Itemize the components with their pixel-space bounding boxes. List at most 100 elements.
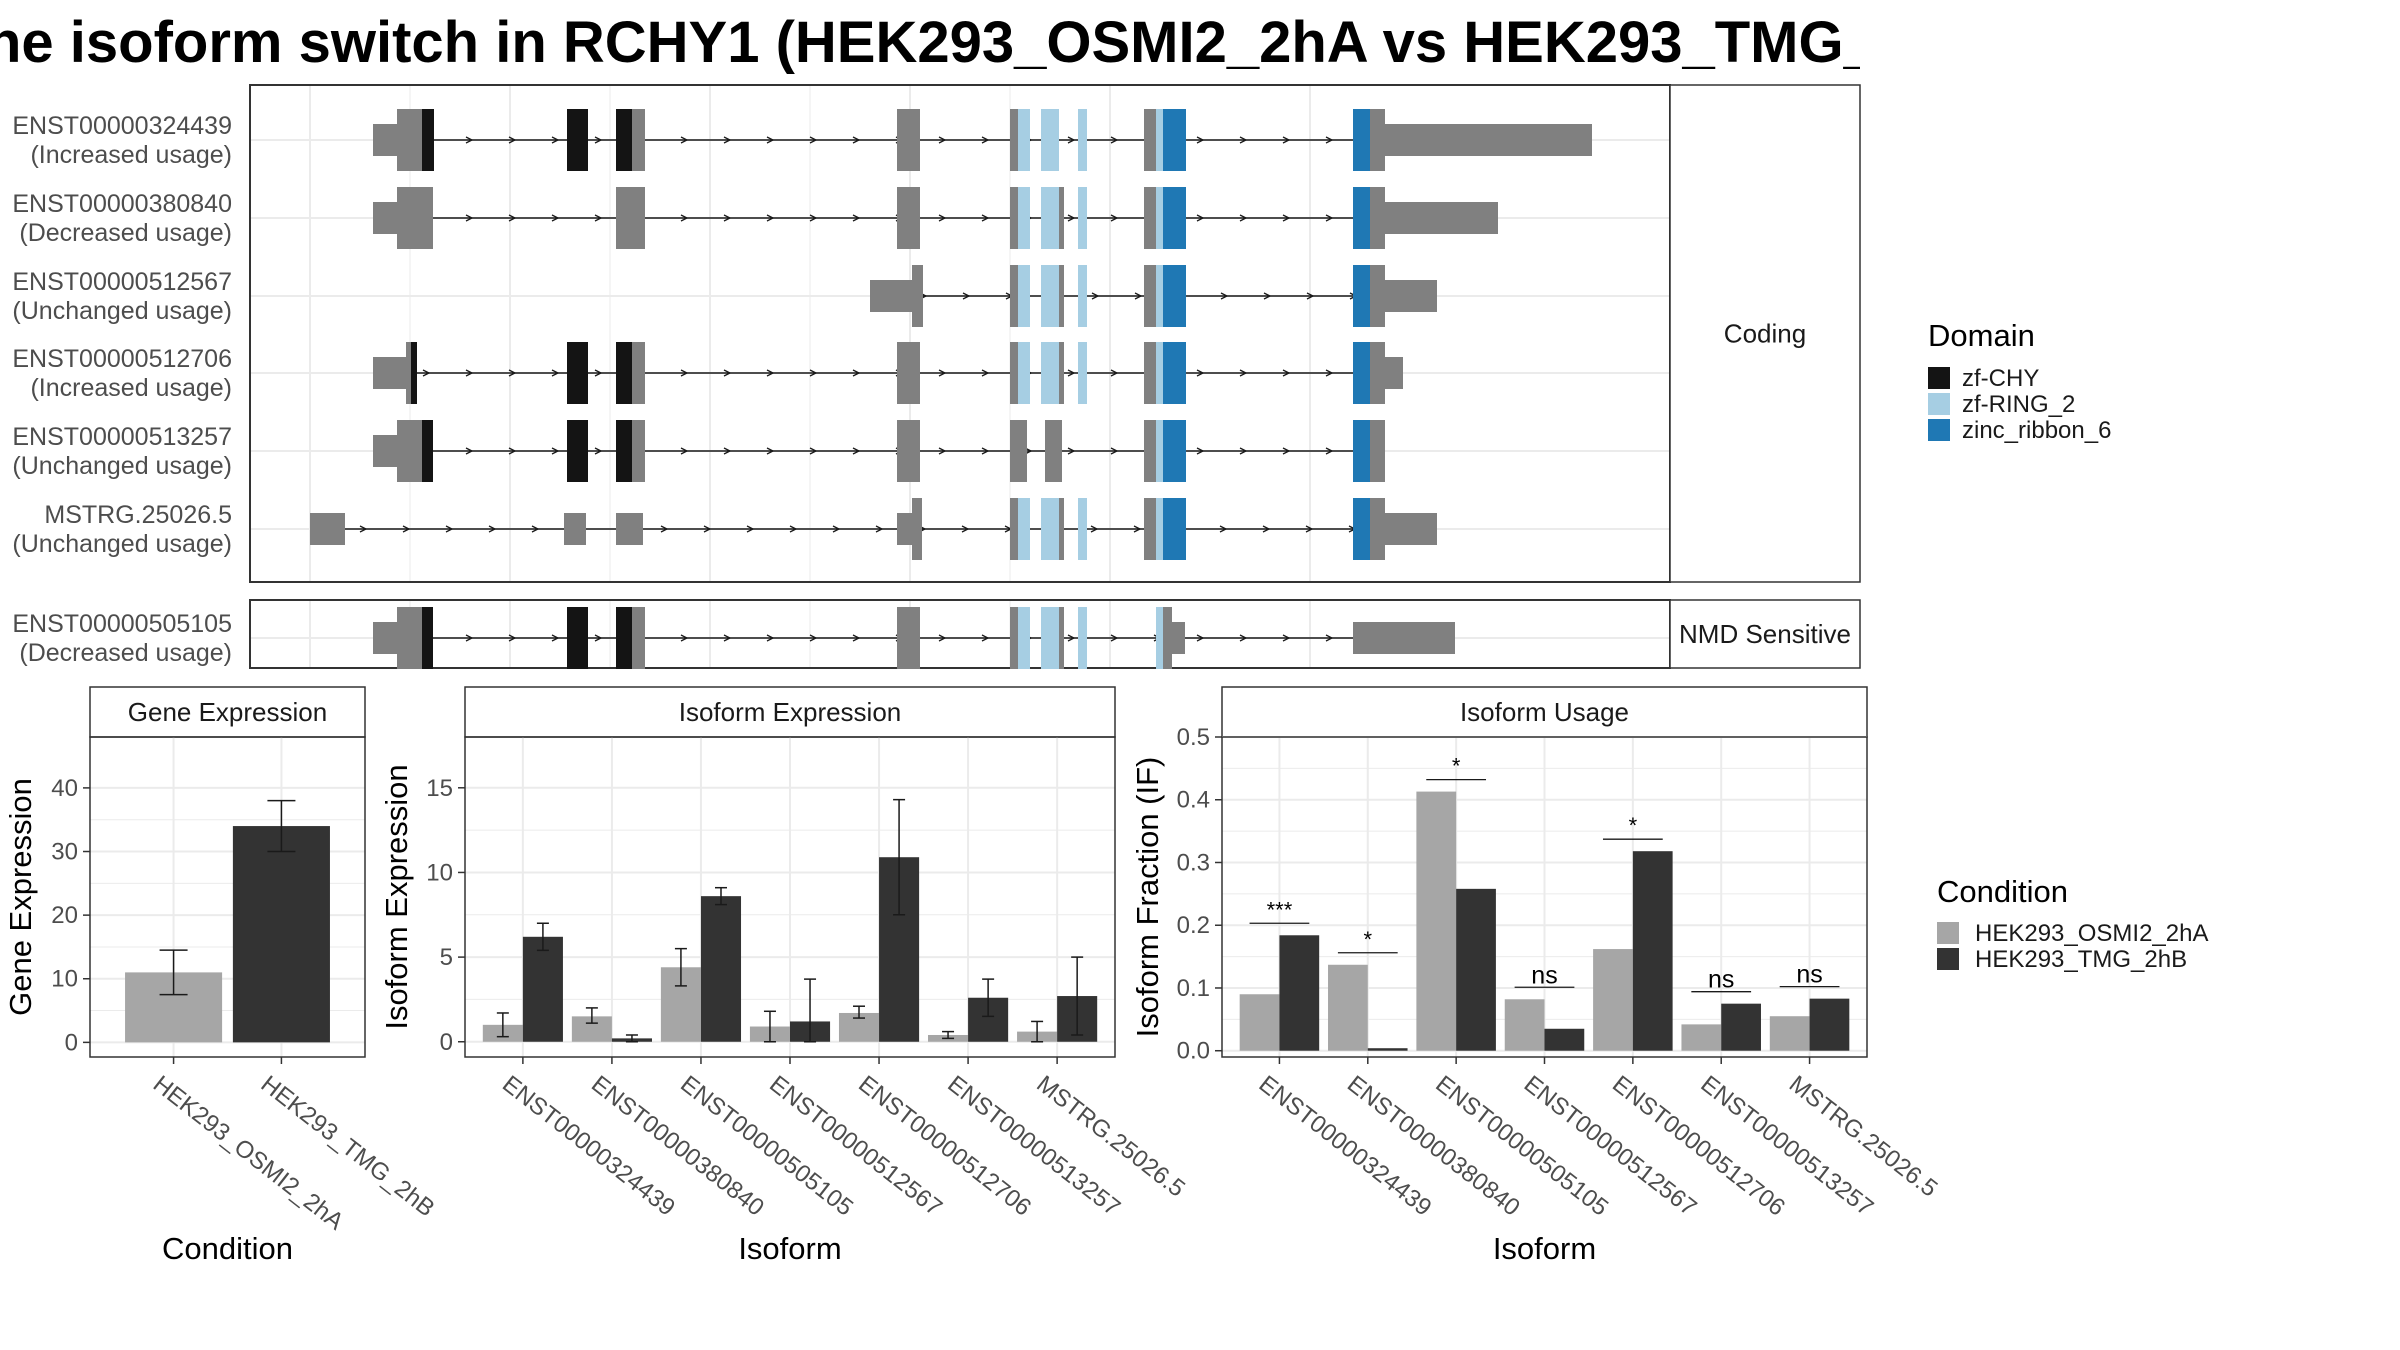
domain-segment-zf-ring2 [1156,420,1163,482]
domain-segment-zf-ring2 [1018,187,1030,249]
exon [616,513,643,545]
condition-legend-swatch [1937,922,1959,944]
direction-arrow [594,369,603,377]
domain-segment [422,420,433,482]
direction-arrow [1239,369,1248,377]
section-strip-label: NMD Sensitive [1679,619,1851,649]
direction-arrow [551,447,560,455]
direction-arrow [1282,634,1291,642]
direction-arrow [832,525,841,533]
direction-arrow [1110,634,1119,642]
panel-title: Isoform Expression [679,697,902,727]
direction-arrow [1239,634,1248,642]
transcript-model [310,498,1437,560]
exon [1010,420,1027,482]
exon [1385,357,1403,389]
y-tick-label: 0.1 [1177,975,1210,1002]
domain-segment [567,342,588,404]
direction-arrow [723,214,732,222]
bar [1632,851,1673,1051]
domain-segment-zf-ring2 [1156,607,1163,669]
exon [1385,280,1437,312]
transcript-model [373,342,1403,404]
domain-segment-zf-ring2 [1156,498,1163,560]
direction-arrow [465,634,474,642]
direction-arrow [1239,136,1248,144]
bar [1504,999,1545,1051]
x-axis-title: Condition [162,1231,293,1266]
exon [310,513,345,545]
exon [373,357,406,389]
direction-arrow [1282,214,1291,222]
transcript-usage-label: (Unchanged usage) [12,452,232,480]
exon [373,124,397,156]
transcript-model [373,187,1498,249]
condition-legend-swatch [1937,948,1959,970]
domain-segment-zf-ring2 [1156,265,1163,327]
direction-arrow [1090,525,1099,533]
direction-arrow [422,369,431,377]
bar [1769,1016,1810,1051]
exon [897,607,920,669]
panel-border [89,736,366,1058]
condition-legend-title: Condition [1937,874,2068,909]
domain-segment-zf-ring2 [1041,109,1059,171]
y-tick-label: 20 [51,902,78,929]
condition-legend-label: HEK293_OSMI2_2hA [1975,920,2208,947]
exon [564,513,586,545]
direction-arrow [465,369,474,377]
x-tick-label: HEK293_OSMI2_2hA [148,1070,349,1235]
transcript-usage-label: (Unchanged usage) [12,297,232,325]
direction-arrow [680,214,689,222]
direction-arrow [594,634,603,642]
direction-arrow [981,447,990,455]
domain-segment [567,607,588,669]
y-tick-label: 0.5 [1177,724,1210,751]
direction-arrow [1282,447,1291,455]
direction-arrow [809,214,818,222]
domain-segment [616,607,632,669]
direction-arrow [981,136,990,144]
domain-segment-zf-ring2 [1041,498,1059,560]
direction-arrow [766,136,775,144]
significance-label: *** [1267,897,1293,922]
direction-arrow [981,214,990,222]
transcript-id-label: ENST00000380840 [12,190,232,218]
direction-arrow [1110,136,1119,144]
exon [870,280,912,312]
bar [1681,1024,1722,1051]
exon [373,435,397,467]
direction-arrow [1282,136,1291,144]
domain-segment-zf-ring2 [1078,342,1087,404]
transcript-model [870,265,1437,327]
domain-segment-zf-ring2 [1078,265,1087,327]
exon [1045,420,1062,482]
direction-arrow [1067,634,1076,642]
direction-arrow [1133,525,1142,533]
y-tick-label: 10 [426,859,453,886]
direction-arrow [465,136,474,144]
domain-legend-title: Domain [1928,318,2035,353]
direction-arrow [531,525,540,533]
transcript-id-label: ENST00000505105 [12,610,232,638]
direction-arrow [551,214,560,222]
direction-arrow [809,136,818,144]
significance-label: ns [1531,961,1557,989]
direction-arrow [465,214,474,222]
direction-arrow [1325,447,1334,455]
significance-label: * [1364,927,1373,952]
domain-segment [616,342,632,404]
y-tick-label: 0.2 [1177,912,1210,939]
y-tick-label: 30 [51,839,78,866]
transcript-usage-label: (Decreased usage) [19,219,232,247]
exon [1353,622,1455,654]
bar [232,826,330,1043]
direction-arrow [402,525,411,533]
bar [522,936,563,1042]
domain-legend-swatch [1928,393,1950,415]
bar [1279,935,1320,1051]
direction-arrow [852,369,861,377]
domain-segment-zf-ring2 [1041,607,1059,669]
direction-arrow [852,634,861,642]
domain-segment [1353,420,1370,482]
